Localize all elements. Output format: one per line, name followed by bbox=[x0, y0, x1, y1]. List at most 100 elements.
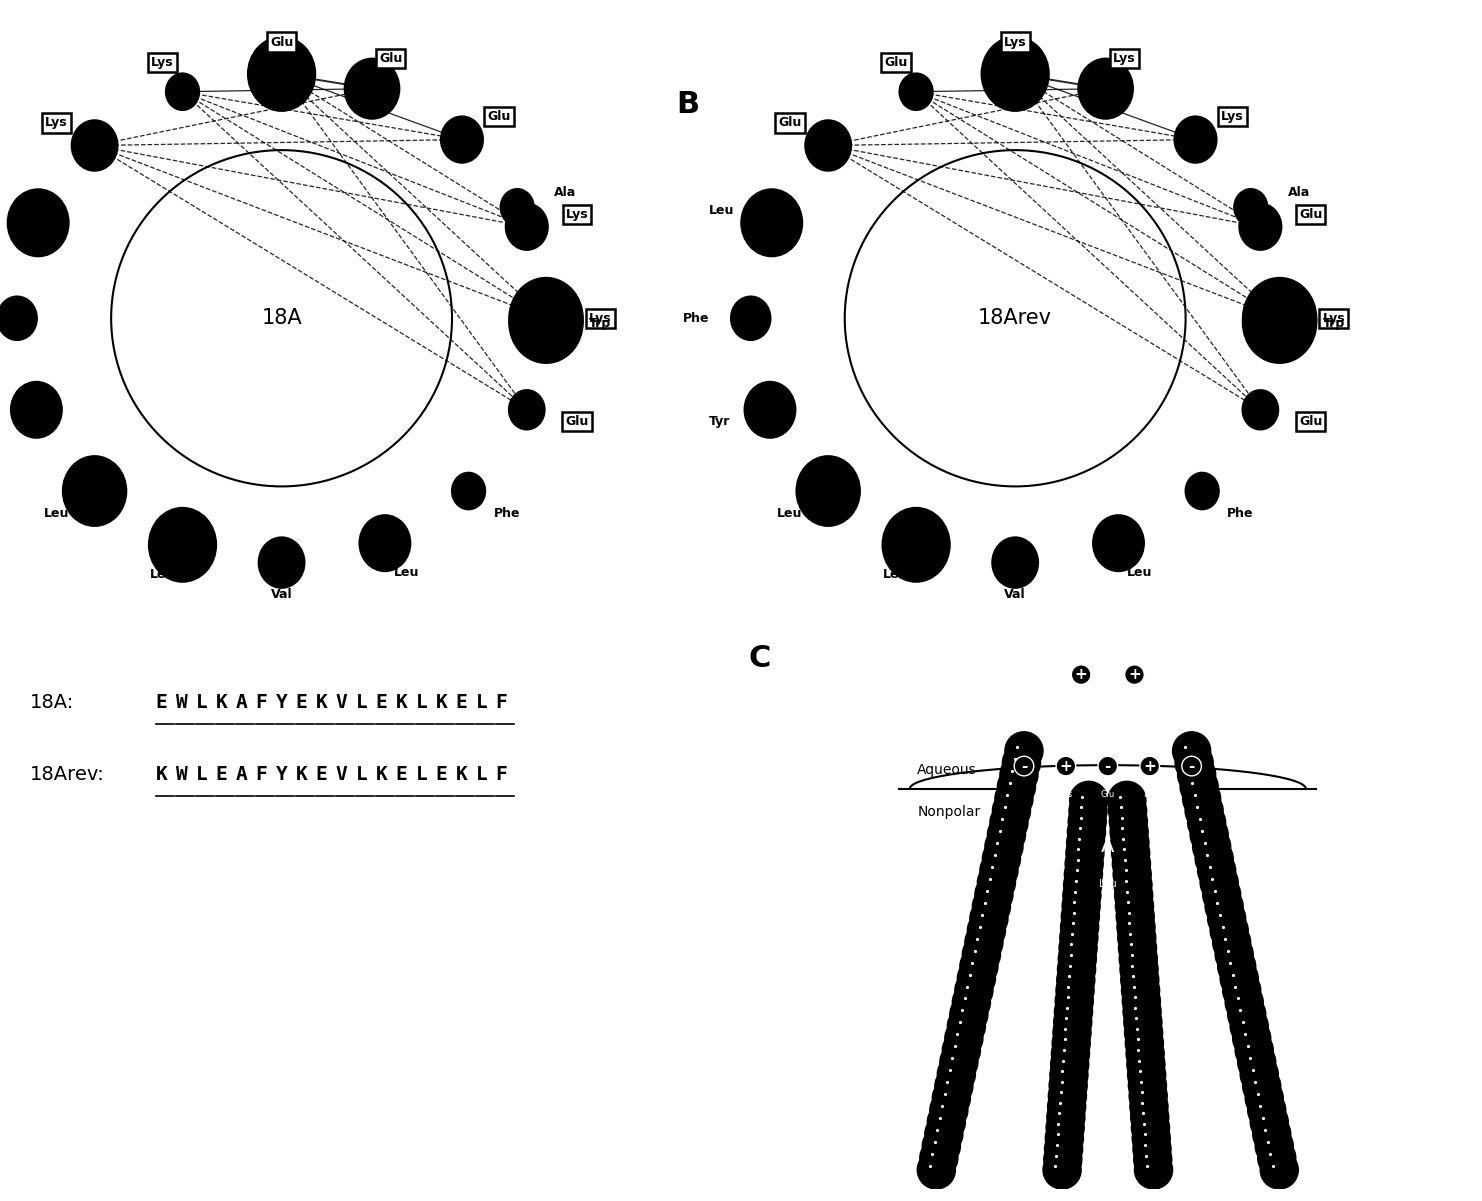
Circle shape bbox=[940, 1044, 978, 1081]
Text: A: A bbox=[236, 765, 247, 784]
Circle shape bbox=[1240, 1056, 1279, 1093]
Ellipse shape bbox=[258, 537, 305, 588]
Circle shape bbox=[1172, 731, 1211, 770]
Ellipse shape bbox=[0, 295, 39, 341]
Ellipse shape bbox=[1077, 58, 1134, 120]
Ellipse shape bbox=[731, 295, 772, 341]
Circle shape bbox=[1235, 1032, 1273, 1069]
Text: E: E bbox=[436, 765, 448, 784]
Ellipse shape bbox=[740, 189, 803, 257]
Circle shape bbox=[1064, 855, 1103, 894]
Text: Glu: Glu bbox=[1300, 416, 1322, 429]
Circle shape bbox=[1134, 1140, 1172, 1178]
Circle shape bbox=[1067, 824, 1104, 861]
Circle shape bbox=[1233, 1020, 1270, 1057]
Circle shape bbox=[1119, 930, 1156, 967]
Circle shape bbox=[1128, 1066, 1166, 1105]
Circle shape bbox=[1005, 731, 1043, 770]
Circle shape bbox=[1046, 1109, 1085, 1147]
Circle shape bbox=[1125, 1024, 1163, 1062]
Circle shape bbox=[937, 1056, 975, 1093]
Text: E: E bbox=[456, 693, 467, 712]
Circle shape bbox=[1123, 992, 1160, 1030]
Circle shape bbox=[1258, 1139, 1295, 1177]
Ellipse shape bbox=[359, 514, 412, 572]
Circle shape bbox=[983, 839, 1021, 878]
Circle shape bbox=[1180, 767, 1218, 806]
Text: V: V bbox=[335, 693, 347, 712]
Text: -: - bbox=[1021, 759, 1027, 773]
Text: K: K bbox=[216, 693, 227, 712]
Text: L: L bbox=[196, 693, 207, 712]
Circle shape bbox=[1255, 1127, 1294, 1165]
Circle shape bbox=[1215, 936, 1254, 974]
Circle shape bbox=[1066, 844, 1103, 883]
Circle shape bbox=[935, 1066, 972, 1105]
Circle shape bbox=[1055, 992, 1092, 1030]
Circle shape bbox=[1060, 919, 1098, 957]
Ellipse shape bbox=[796, 455, 861, 527]
Circle shape bbox=[928, 1103, 965, 1141]
Ellipse shape bbox=[451, 472, 486, 510]
Circle shape bbox=[1223, 972, 1261, 1009]
Circle shape bbox=[1058, 950, 1095, 988]
Text: W: W bbox=[176, 765, 187, 784]
Text: V: V bbox=[335, 765, 347, 784]
Circle shape bbox=[1175, 743, 1214, 782]
Ellipse shape bbox=[882, 507, 951, 582]
Circle shape bbox=[1064, 866, 1101, 904]
Circle shape bbox=[1131, 1109, 1169, 1147]
Circle shape bbox=[1061, 908, 1098, 946]
Text: Lys: Lys bbox=[1060, 790, 1073, 799]
Circle shape bbox=[1128, 1056, 1166, 1094]
Text: Y: Y bbox=[276, 693, 288, 712]
Circle shape bbox=[990, 803, 1029, 842]
Text: Lys: Lys bbox=[1143, 790, 1156, 799]
Circle shape bbox=[946, 1020, 983, 1057]
Circle shape bbox=[1200, 864, 1237, 902]
Circle shape bbox=[1045, 1130, 1083, 1167]
Text: Lys: Lys bbox=[151, 55, 173, 68]
Circle shape bbox=[1057, 972, 1094, 1010]
Text: F: F bbox=[495, 765, 507, 784]
Ellipse shape bbox=[898, 72, 934, 110]
Circle shape bbox=[1220, 960, 1258, 997]
Ellipse shape bbox=[805, 119, 852, 172]
Circle shape bbox=[1000, 755, 1037, 794]
Text: K: K bbox=[316, 693, 328, 712]
Text: Phe: Phe bbox=[683, 312, 710, 324]
Text: Leu: Leu bbox=[1100, 879, 1116, 889]
Circle shape bbox=[1194, 839, 1233, 878]
Text: Phe: Phe bbox=[1227, 507, 1254, 520]
Text: Leu: Leu bbox=[710, 204, 735, 217]
Text: Glu: Glu bbox=[1300, 208, 1322, 221]
Circle shape bbox=[1193, 827, 1230, 866]
Circle shape bbox=[1054, 1003, 1092, 1041]
Text: Leu: Leu bbox=[43, 507, 70, 520]
Circle shape bbox=[1069, 802, 1106, 841]
Ellipse shape bbox=[981, 36, 1049, 112]
Circle shape bbox=[1043, 1140, 1082, 1178]
Text: A: A bbox=[236, 693, 247, 712]
Circle shape bbox=[1123, 1003, 1162, 1041]
Text: Glu: Glu bbox=[488, 109, 510, 123]
Circle shape bbox=[922, 1127, 960, 1165]
Text: Lys: Lys bbox=[1322, 312, 1346, 324]
Circle shape bbox=[1187, 803, 1226, 842]
Ellipse shape bbox=[499, 189, 535, 227]
Text: +: + bbox=[1060, 759, 1073, 773]
Ellipse shape bbox=[505, 203, 548, 251]
Circle shape bbox=[1116, 897, 1154, 936]
Ellipse shape bbox=[148, 507, 218, 582]
Circle shape bbox=[1116, 886, 1153, 925]
Circle shape bbox=[1205, 888, 1243, 926]
Circle shape bbox=[1218, 948, 1255, 986]
Text: +: + bbox=[1128, 667, 1141, 682]
Ellipse shape bbox=[71, 119, 119, 172]
Text: Ala: Ala bbox=[1288, 186, 1310, 199]
Circle shape bbox=[997, 767, 1036, 806]
Ellipse shape bbox=[6, 189, 70, 257]
Circle shape bbox=[1057, 961, 1095, 999]
Ellipse shape bbox=[991, 537, 1039, 588]
Text: L: L bbox=[356, 765, 368, 784]
